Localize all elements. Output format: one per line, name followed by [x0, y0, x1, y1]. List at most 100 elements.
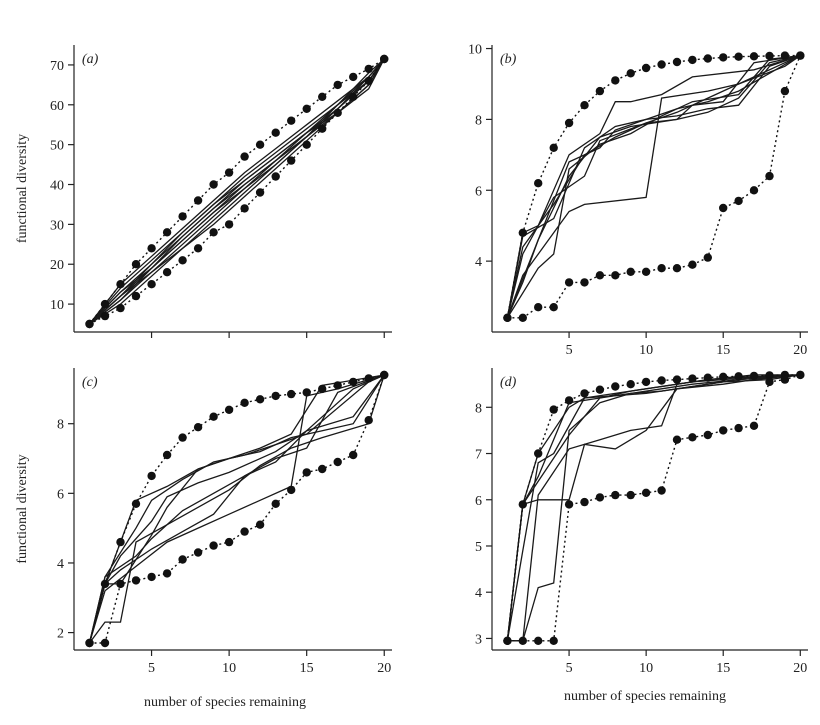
- x-axis-title: number of species remaining: [564, 689, 726, 704]
- lower-bound-point: [131, 576, 141, 585]
- lower-bound-point: [564, 500, 574, 509]
- x-tick-label: 20: [793, 343, 807, 358]
- lower-bound-point: [564, 278, 574, 287]
- series-line-2: [88, 374, 385, 644]
- panel-label: (d): [500, 375, 517, 390]
- y-tick-label: 60: [50, 99, 64, 114]
- panel-label: (b): [500, 52, 517, 67]
- upper-bound-point: [626, 69, 635, 78]
- x-tick-label: 5: [566, 343, 573, 358]
- upper-bound-point: [564, 118, 574, 128]
- upper-bound-point: [224, 405, 234, 414]
- upper-bound-point: [333, 80, 342, 90]
- upper-bound-point: [749, 371, 759, 381]
- series-line-7: [506, 55, 801, 318]
- lower-bound-point: [255, 520, 265, 529]
- upper-bound-point: [657, 376, 666, 385]
- upper-bound-point: [734, 372, 743, 381]
- series-line-4: [88, 374, 385, 644]
- upper-bound-point: [287, 389, 296, 399]
- lower-bound-point: [162, 268, 172, 277]
- y-tick-label: 8: [57, 418, 64, 433]
- lower-bound-point: [534, 636, 543, 645]
- lower-bound-point: [534, 303, 543, 312]
- lower-bound-point: [333, 108, 342, 118]
- lower-bound-point: [719, 203, 728, 213]
- lower-bound-point: [595, 271, 605, 280]
- upper-bound-point: [255, 395, 265, 404]
- upper-bound-point: [240, 152, 249, 161]
- lower-bound-point: [657, 486, 666, 495]
- y-tick-label: 7: [475, 448, 482, 463]
- lower-bound-point: [503, 313, 512, 322]
- lower-bound-point: [626, 490, 635, 500]
- panel-1: 4 6 8 10 5 10 15 20 (b): [468, 43, 808, 358]
- lower-bound-point: [224, 220, 234, 229]
- lower-bound-point: [780, 375, 790, 384]
- upper-bound-point: [100, 299, 110, 309]
- panel-3: 3 4 5 6 7 8 5 10 15 20 (d): [475, 368, 808, 676]
- lower-bound-point: [703, 430, 712, 440]
- upper-bound-point: [147, 471, 156, 481]
- lower-bound-point: [780, 86, 790, 96]
- lower-bound-point: [178, 555, 187, 564]
- y-tick-label: 3: [475, 632, 482, 647]
- upper-bound-point: [549, 405, 558, 414]
- upper-bound-point: [349, 72, 358, 82]
- upper-bound-point: [657, 60, 666, 69]
- upper-bound-point: [595, 385, 605, 394]
- y-tick-label: 2: [57, 627, 64, 642]
- upper-bound-point: [302, 388, 311, 397]
- lower-bound-point: [580, 278, 589, 287]
- lower-bound-line: [507, 55, 801, 319]
- y-tick-label: 6: [57, 487, 64, 502]
- upper-bound-point: [349, 377, 358, 387]
- series-line-4: [506, 55, 801, 319]
- x-tick-label: 20: [793, 661, 807, 676]
- lower-bound-point: [240, 527, 249, 536]
- upper-bound-point: [147, 244, 156, 253]
- series-line-6: [88, 374, 385, 644]
- x-tick-label: 10: [639, 343, 653, 358]
- lower-bound-point: [349, 92, 358, 102]
- lower-bound-point: [796, 370, 805, 380]
- lower-bound-point: [100, 638, 110, 648]
- upper-bound-point: [641, 377, 651, 387]
- upper-bound-point: [518, 500, 527, 509]
- upper-bound-point: [162, 228, 172, 237]
- upper-bound-point: [255, 140, 265, 149]
- lower-bound-point: [626, 267, 635, 276]
- lower-bound-point: [116, 303, 125, 313]
- panel-0: 10 20 30 40 50 60 70 (a) functional diversity: [15, 45, 392, 338]
- upper-bound-line: [506, 374, 801, 641]
- lower-bound-point: [503, 636, 512, 645]
- upper-bound-point: [780, 51, 790, 60]
- lower-bound-point: [287, 485, 296, 495]
- x-tick-label: 20: [377, 661, 391, 676]
- lower-bound-point: [193, 548, 203, 557]
- lower-bound-point: [116, 579, 125, 589]
- upper-bound-point: [224, 168, 234, 177]
- lower-bound-point: [641, 267, 651, 276]
- upper-bound-point: [364, 64, 373, 74]
- lower-bound-point: [147, 572, 156, 582]
- upper-bound-point: [240, 398, 249, 407]
- upper-bound-point: [534, 449, 543, 458]
- upper-bound-point: [302, 104, 311, 114]
- upper-bound-point: [564, 396, 574, 405]
- lower-bound-point: [364, 76, 373, 86]
- upper-bound-point: [688, 55, 697, 65]
- upper-bound-point: [734, 52, 743, 61]
- series-line-3: [506, 54, 801, 318]
- upper-bound-point: [549, 143, 558, 152]
- series-line-6: [506, 55, 801, 319]
- upper-bound-point: [672, 375, 682, 384]
- upper-bound-point: [719, 53, 728, 62]
- y-tick-label: 4: [57, 557, 64, 572]
- series-line-2: [506, 54, 801, 319]
- lower-bound-point: [549, 636, 558, 645]
- series-line-5: [88, 374, 385, 644]
- x-tick-label: 15: [716, 661, 730, 676]
- lower-bound-point: [364, 416, 373, 425]
